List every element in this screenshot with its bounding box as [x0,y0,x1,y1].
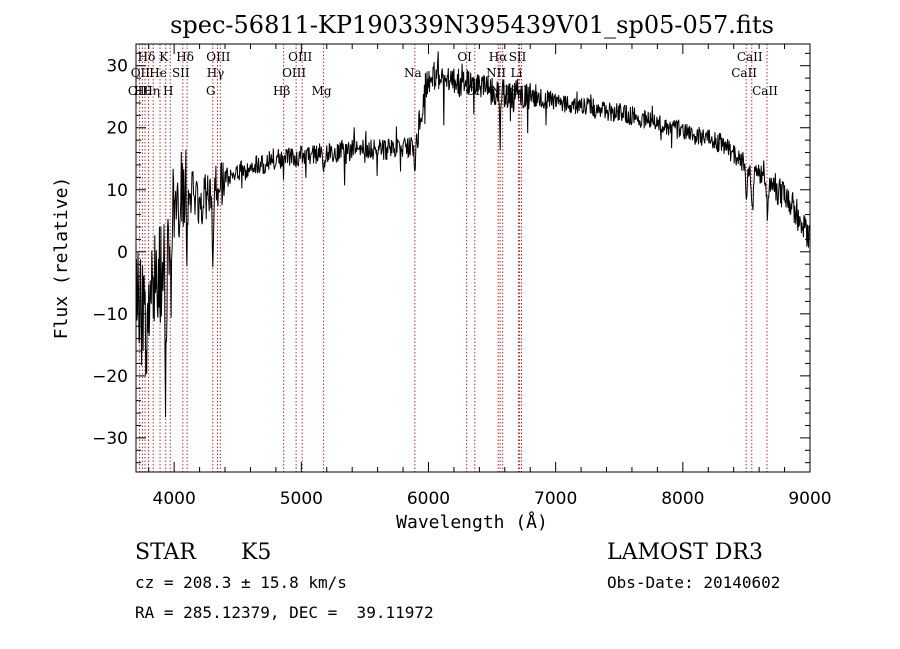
axis-tick-labels: 4000 5000 6000 7000 8000 9000 −30 −20 −10 0 10 20 30 [92,57,832,509]
plot-frame [135,43,811,473]
coordinates: RA = 285.12379, DEC = 39.11972 [135,603,434,622]
line-marker-label: Hθ [134,84,152,98]
line-marker-label: CaII [752,84,778,98]
x-axis-label: Wavelength (Å) [396,511,548,533]
line-marker-label: G [206,84,216,98]
x-tick-label: 7000 [534,489,577,509]
line-marker-label: SII [509,50,527,64]
x-tick-label: 6000 [407,489,450,509]
line-marker-label: K [159,50,169,64]
x-tick-label: 9000 [788,489,831,509]
line-marker-label: Hβ [273,84,290,98]
line-marker-label: Hδ [176,50,194,64]
line-marker-label: He [149,66,167,80]
axis-ticks [136,44,811,472]
y-tick-label: −30 [92,429,128,449]
obs-date: Obs-Date: 20140602 [607,573,781,592]
x-tick-label: 4000 [153,489,196,509]
survey-label: LAMOST DR3 [607,540,763,565]
line-marker-label: OIII [282,66,306,80]
line-markers [139,44,768,472]
line-marker-label: CaII [737,50,763,64]
line-marker-label: Hγ [207,66,225,80]
x-tick-label: 8000 [661,489,704,509]
line-marker-label: NII [486,66,506,80]
line-marker-label: Hα [489,50,508,64]
line-marker-label: H [163,84,173,98]
y-axis-label: Flux (relative) [51,177,72,340]
y-tick-label: −20 [92,367,128,387]
object-subclass: K5 [241,540,272,565]
chart-title: spec-56811-KP190339N395439V01_sp05-057.f… [170,11,774,39]
line-marker-label: Hδ [138,50,156,64]
y-tick-label: −10 [92,305,128,325]
line-marker-label: Li [510,66,522,80]
redshift-readout: cz = 208.3 ± 15.8 km/s [135,573,347,592]
spectrum-line [135,51,811,418]
line-marker-label: OIII [288,50,312,64]
y-tick-label: 10 [106,181,128,201]
line-marker-label: Hη [142,84,160,98]
line-marker-label: OIII [206,50,230,64]
line-marker-label: SII [172,66,190,80]
y-tick-label: 30 [106,57,128,77]
object-class: STAR [135,540,196,565]
line-marker-label: OI [457,50,472,64]
line-marker-labels: OIIOIIHθHδHηHeKHSIIHδGHγOIIIHβOIIIOIIIMg… [128,50,778,98]
line-marker-label: CaII [731,66,757,80]
x-tick-label: 5000 [280,489,323,509]
y-tick-label: 20 [106,119,128,139]
line-marker-label: Mg [312,84,332,98]
y-tick-label: 0 [117,243,128,263]
line-marker-label: Na [404,66,422,80]
